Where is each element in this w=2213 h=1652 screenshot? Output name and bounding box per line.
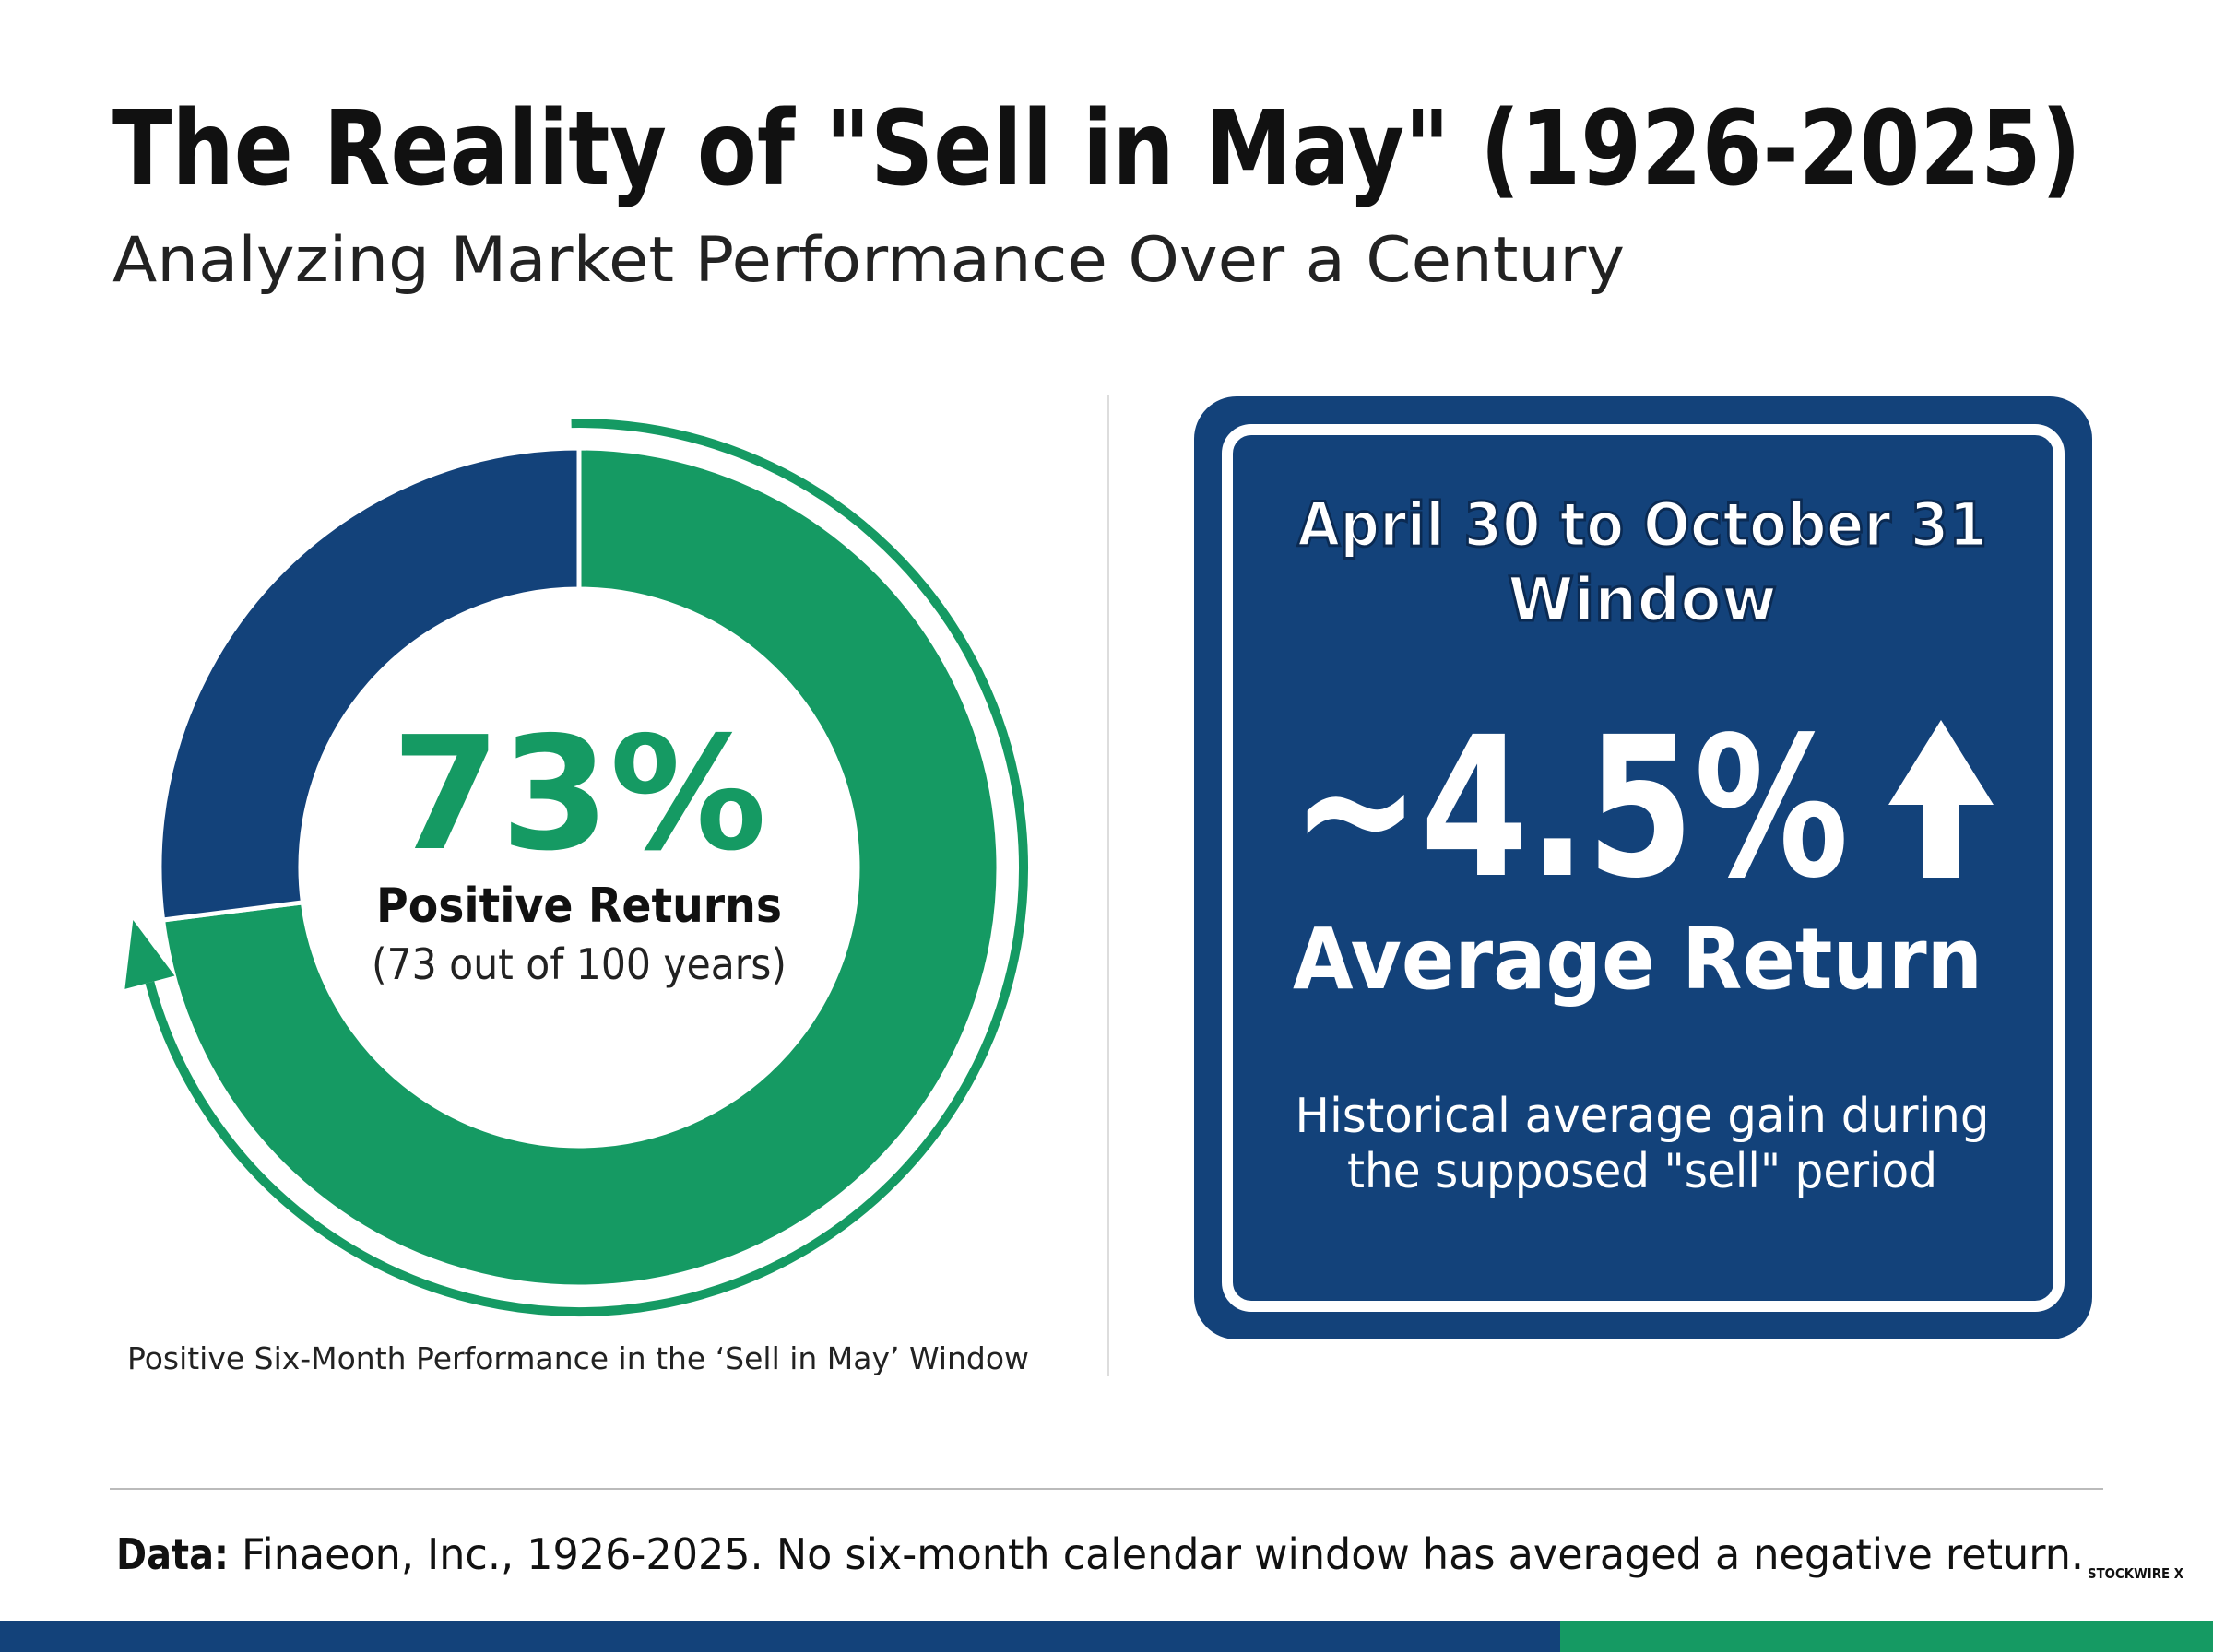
center-value: 73% (392, 703, 767, 886)
up-arrow (1888, 720, 1994, 878)
chart-caption: Positive Six-Month Performance in the ‘S… (127, 1340, 1029, 1376)
callout-border (1222, 424, 2065, 1312)
callout-panel (1194, 396, 2092, 1339)
callout-title-line: April 30 to October 31 (1297, 490, 1987, 560)
cycle-arrowhead (124, 920, 175, 989)
footer-bar (1560, 1621, 2213, 1652)
cycle-arrow (145, 419, 1028, 1316)
donut-segment (160, 445, 1001, 1290)
footer-bar (0, 1621, 1560, 1652)
callout-description: the supposed "sell" period (1347, 1144, 1937, 1199)
center-sublabel: (73 out of 100 years) (372, 939, 787, 989)
source-label: Data: (116, 1529, 229, 1579)
title: The Reality of "Sell in May" (1926-2025) (112, 89, 2081, 209)
callout-value: ~4.5% (1291, 695, 1849, 921)
donut-chart (157, 445, 1001, 1290)
callout-description: Historical average gain during (1296, 1089, 1990, 1144)
source-text: Finaeon, Inc., 1926-2025. No six-month c… (242, 1529, 2084, 1579)
callout-title-line: Window (1508, 564, 1777, 635)
subtitle: Analyzing Market Performance Over a Cent… (112, 224, 1625, 297)
center-label: Positive Returns (376, 879, 782, 934)
callout-label: Average Return (1293, 910, 1982, 1009)
logo: STOCKWIRE X (2088, 1565, 2183, 1582)
donut-segment (157, 445, 582, 923)
